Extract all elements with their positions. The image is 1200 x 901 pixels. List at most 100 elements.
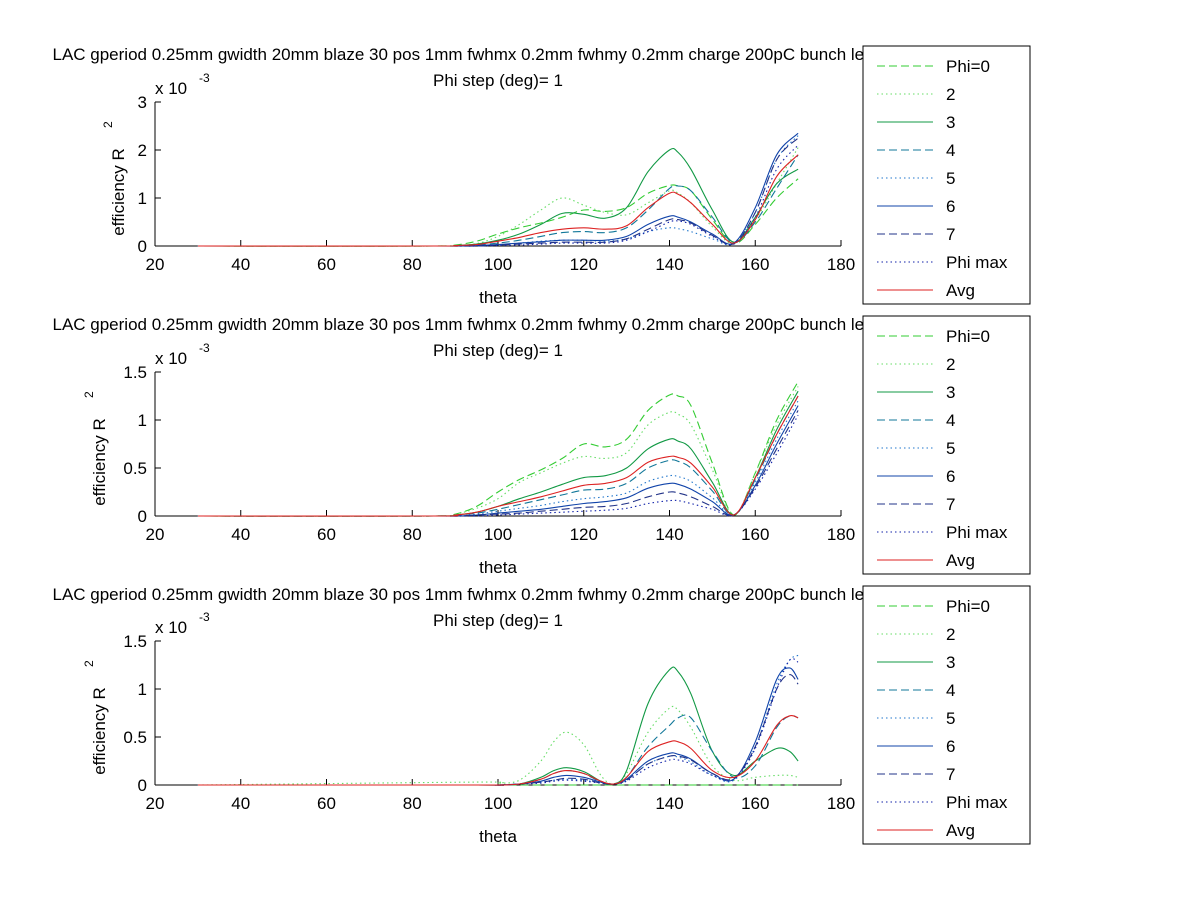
legend: Phi=0 2 3 4 5 6 7 Phi max Avg	[862, 585, 1031, 845]
x-tick-label: 120	[570, 794, 598, 813]
series-line-8	[197, 658, 799, 786]
series-line-6	[197, 132, 799, 247]
series-line-1	[197, 178, 799, 247]
series-line-7	[197, 137, 799, 247]
series-lines	[197, 654, 799, 786]
x-tick-label: 80	[403, 255, 422, 274]
x-tick-label: 40	[231, 255, 250, 274]
chart-panel-3: LAC gperiod 0.25mm gwidth 20mm blaze 30 …	[52, 585, 1031, 846]
series-line-4	[197, 714, 799, 786]
y-tick-label: 0.5	[123, 728, 147, 747]
chart-subtitle: Phi step (deg)= 1	[433, 341, 563, 360]
x-tick-label: 120	[570, 525, 598, 544]
legend-label: 7	[946, 765, 955, 784]
series-line-5	[197, 654, 799, 786]
legend-label: 3	[946, 113, 955, 132]
x-tick-label: 60	[317, 794, 336, 813]
legend-label: Avg	[946, 821, 975, 840]
legend-label: Phi max	[946, 793, 1008, 812]
series-line-1	[197, 381, 799, 517]
chart-subtitle: Phi step (deg)= 1	[433, 71, 563, 90]
x-tick-label: 20	[146, 794, 165, 813]
legend-label: Avg	[946, 551, 975, 570]
x-tick-label: 140	[655, 794, 683, 813]
x-tick-label: 80	[403, 525, 422, 544]
y-axis-label: efficiency R	[90, 418, 109, 506]
x-tick-label: 60	[317, 525, 336, 544]
y-tick-label: 1.5	[123, 632, 147, 651]
legend-box	[862, 585, 1031, 845]
legend: Phi=0 2 3 4 5 6 7 Phi max Avg	[862, 315, 1031, 575]
y-axis-label-group: efficiency R 2	[82, 391, 109, 506]
series-line-9	[197, 395, 799, 517]
legend-label: Phi max	[946, 253, 1008, 272]
series-line-8	[197, 144, 799, 247]
x-tick-label: 160	[741, 525, 769, 544]
legend-label: 5	[946, 439, 955, 458]
y-tick-label: 1.5	[123, 363, 147, 382]
y-tick-label: 0	[138, 776, 147, 795]
series-line-5	[197, 135, 799, 247]
y-tick-label: 0	[138, 237, 147, 256]
series-line-9	[197, 715, 799, 786]
x-tick-label: 160	[741, 794, 769, 813]
chart-subtitle: Phi step (deg)= 1	[433, 611, 563, 630]
series-line-2	[197, 386, 799, 517]
axis-exponent-power: -3	[199, 71, 210, 85]
chart-title: LAC gperiod 0.25mm gwidth 20mm blaze 30 …	[52, 45, 943, 64]
legend-label: Phi=0	[946, 327, 990, 346]
axis-exponent-base: x 10	[155, 618, 187, 637]
x-tick-label: 120	[570, 255, 598, 274]
y-axis-label-group: efficiency R 2	[82, 660, 109, 775]
legend-label: 5	[946, 169, 955, 188]
series-line-4	[197, 154, 799, 247]
y-tick-label: 0.5	[123, 459, 147, 478]
legend: Phi=0 2 3 4 5 6 7 Phi max Avg	[862, 45, 1031, 305]
chart-panel-1: LAC gperiod 0.25mm gwidth 20mm blaze 30 …	[52, 45, 1031, 307]
y-axis-label: efficiency R	[90, 687, 109, 775]
x-tick-label: 180	[827, 525, 855, 544]
series-line-8	[197, 414, 799, 517]
chart-title: LAC gperiod 0.25mm gwidth 20mm blaze 30 …	[52, 585, 943, 604]
x-tick-label: 140	[655, 255, 683, 274]
x-tick-label: 100	[484, 255, 512, 274]
legend-label: 4	[946, 411, 955, 430]
axis-exponent-power: -3	[199, 610, 210, 624]
legend-label: 6	[946, 197, 955, 216]
series-line-7	[197, 410, 799, 517]
legend-label: Phi=0	[946, 597, 990, 616]
y-tick-label: 1	[138, 680, 147, 699]
series-lines	[197, 381, 799, 517]
series-lines	[197, 132, 799, 247]
series-line-6	[197, 405, 799, 517]
series-line-2	[197, 147, 799, 247]
x-tick-label: 100	[484, 794, 512, 813]
legend-label: 6	[946, 737, 955, 756]
y-tick-label: 2	[138, 141, 147, 160]
y-axis-label: efficiency R	[109, 148, 128, 236]
axis-exponent-base: x 10	[155, 79, 187, 98]
x-axis-label: theta	[479, 288, 517, 307]
x-tick-label: 160	[741, 255, 769, 274]
legend-label: 4	[946, 141, 955, 160]
legend-label: 2	[946, 85, 955, 104]
legend-label: Phi=0	[946, 57, 990, 76]
x-axis-label: theta	[479, 827, 517, 846]
y-axis-label-group: efficiency R 2	[101, 121, 128, 236]
legend-label: Phi max	[946, 523, 1008, 542]
legend-label: 7	[946, 225, 955, 244]
y-tick-label: 1	[138, 411, 147, 430]
axis-exponent-power: -3	[199, 341, 210, 355]
x-tick-label: 40	[231, 525, 250, 544]
legend-label: 2	[946, 625, 955, 644]
y-axis-label-superscript: 2	[82, 391, 96, 398]
legend-label: 3	[946, 653, 955, 672]
y-axis-label-superscript: 2	[101, 121, 115, 128]
x-tick-label: 40	[231, 794, 250, 813]
y-axis-label-superscript: 2	[82, 660, 96, 667]
y-tick-label: 1	[138, 189, 147, 208]
x-axis-label: theta	[479, 558, 517, 577]
x-tick-label: 20	[146, 255, 165, 274]
y-tick-label: 0	[138, 507, 147, 526]
